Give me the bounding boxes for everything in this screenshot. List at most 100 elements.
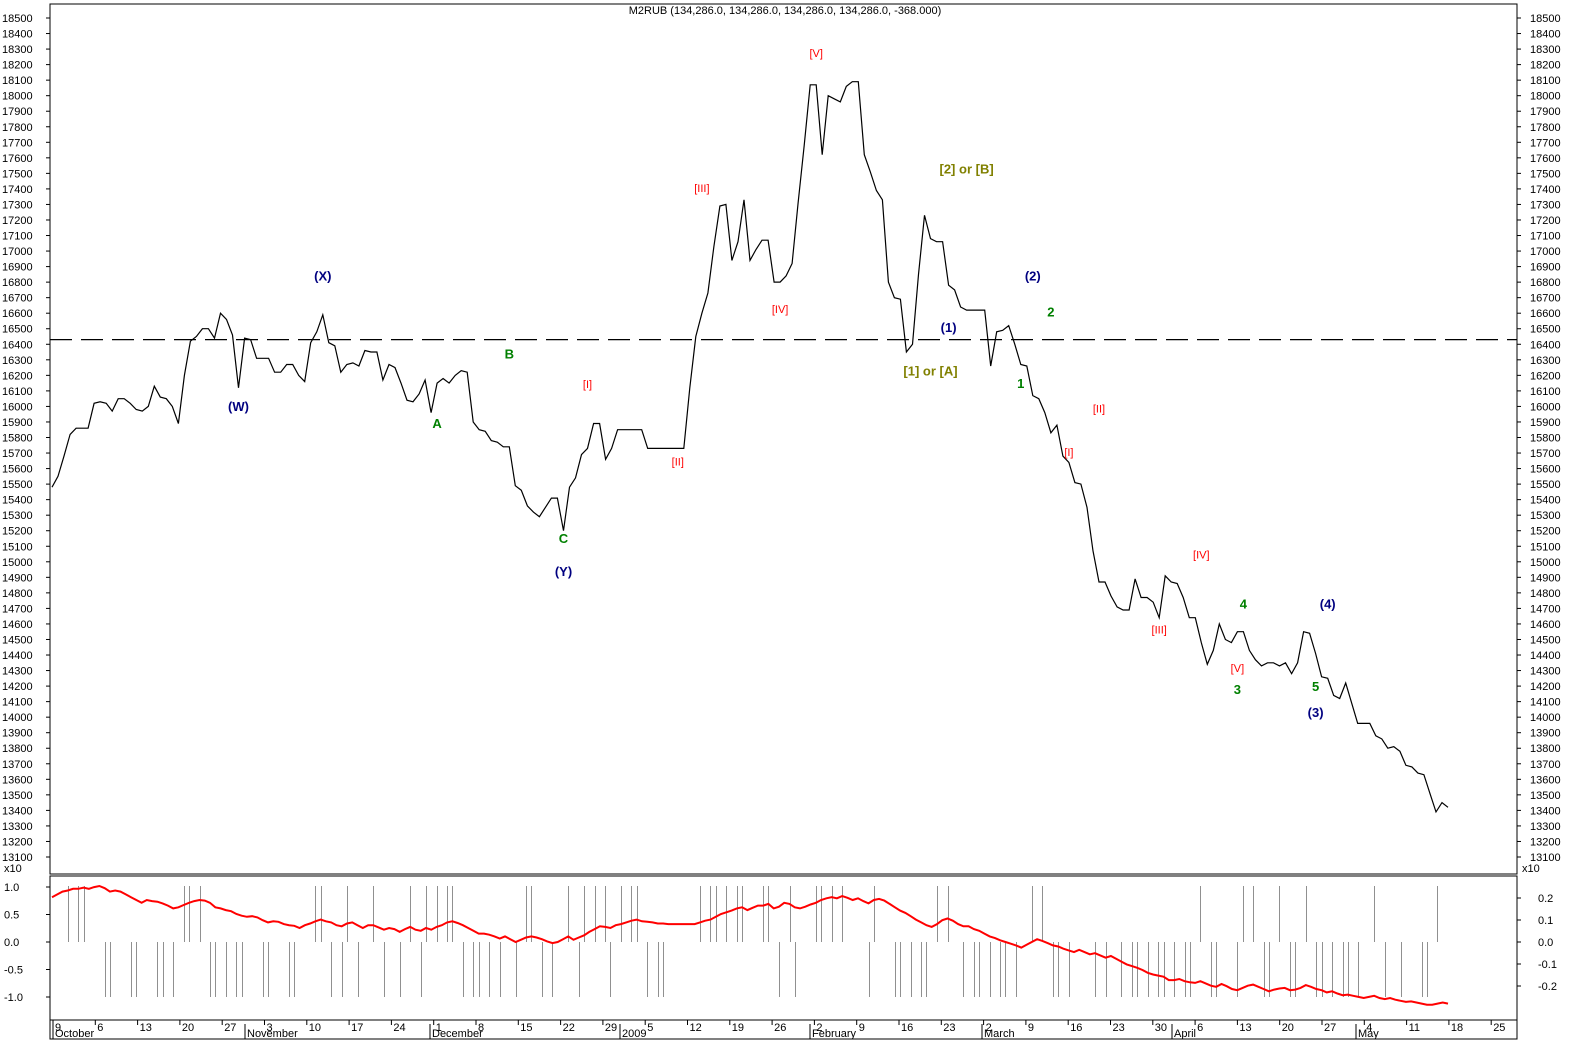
price-tick-label-left: 18000: [2, 91, 33, 103]
price-tick-label-left: 16400: [2, 339, 33, 351]
wave-label: 3: [1234, 682, 1241, 697]
price-tick-label-right: 14600: [1530, 619, 1561, 631]
time-minor-label: 25: [1493, 1022, 1505, 1034]
price-tick-label-left: 17500: [2, 168, 33, 180]
price-axes: 13100 13100 13200 13200 13300 13300 13400 13400…: [2, 13, 1561, 864]
price-tick-label-right: 16400: [1530, 339, 1561, 351]
wave-label: [1] or [A]: [903, 363, 957, 378]
price-tick-label-left: 13700: [2, 759, 33, 771]
price-tick-label-right: 16600: [1530, 308, 1561, 320]
price-tick-label-right: 15800: [1530, 433, 1561, 445]
time-minor-label: 1: [436, 1022, 442, 1034]
price-tick-label-left: 15100: [2, 541, 33, 553]
price-tick-label-right: 17100: [1530, 231, 1561, 243]
price-tick-label-left: 14600: [2, 619, 33, 631]
time-major-label: May: [1358, 1028, 1379, 1040]
time-minor-label: 26: [774, 1022, 786, 1034]
price-tick-label-right: 15500: [1530, 479, 1561, 491]
wave-label: 1: [1017, 376, 1024, 391]
time-minor-label: 15: [520, 1022, 532, 1034]
series-lines: [50, 81, 1517, 1006]
price-tick-label-left: 13600: [2, 774, 33, 786]
time-minor-label: 19: [732, 1022, 744, 1034]
price-tick-label-left: 18400: [2, 29, 33, 41]
price-tick-label-right: 15000: [1530, 557, 1561, 569]
indicator-panel-frame: [49, 875, 1518, 1021]
wave-label: A: [432, 416, 442, 431]
price-tick-label-left: 18100: [2, 75, 33, 87]
price-tick-label-right: 17600: [1530, 153, 1561, 165]
time-minor-label: 12: [690, 1022, 702, 1034]
price-tick-label-right: 16500: [1530, 324, 1561, 336]
price-tick-label-right: 18200: [1530, 60, 1561, 72]
price-tick-label-right: 16000: [1530, 401, 1561, 413]
wave-label: [II]: [672, 457, 684, 469]
price-tick-label-right: 16100: [1530, 386, 1561, 398]
time-minor-label: 20: [1282, 1022, 1294, 1034]
price-tick-label-right: 17300: [1530, 199, 1561, 211]
price-tick-label-left: 17200: [2, 215, 33, 227]
time-major-label: 2009: [622, 1028, 646, 1040]
wave-label: [III]: [1152, 624, 1167, 636]
price-tick-label-left: 18300: [2, 44, 33, 56]
price-tick-label-left: 15800: [2, 433, 33, 445]
time-axis: 9 6 13 20 27 3 10 17 24 1 8 15 22 29 5 12 19 26 2 9 16 23 2 9 16…: [52, 1020, 1505, 1040]
wave-label: [I]: [1064, 447, 1073, 459]
time-minor-label: 16: [1070, 1022, 1082, 1034]
price-tick-label-left: 16500: [2, 324, 33, 336]
price-tick-label-right: 18300: [1530, 44, 1561, 56]
price-tick-label-left: 16300: [2, 355, 33, 367]
price-tick-label-right: 14100: [1530, 697, 1561, 709]
price-tick-label-left: 13900: [2, 728, 33, 740]
price-tick-label-left: 14300: [2, 666, 33, 678]
price-tick-label-right: 17000: [1530, 246, 1561, 258]
price-tick-label-right: 17800: [1530, 122, 1561, 134]
wave-label: 4: [1240, 596, 1248, 611]
price-tick-label-right: 13300: [1530, 821, 1561, 833]
price-tick-label-left: 14800: [2, 588, 33, 600]
time-minor-label: 5: [647, 1022, 653, 1034]
time-minor-label: 4: [1366, 1022, 1372, 1034]
wave-label: (4): [1320, 596, 1336, 611]
time-minor-label: 3: [267, 1022, 273, 1034]
time-minor-label: 9: [1028, 1022, 1034, 1034]
price-tick-label-right: 14700: [1530, 603, 1561, 615]
price-tick-label-right: 15600: [1530, 464, 1561, 476]
indicator-line: [51, 884, 1449, 1006]
indicator-axes: 1.0 0.5 0.0 -0.5 -1.0 0.2 0.1 0.0 -0.1 -0.2: [4, 882, 1557, 1004]
time-minor-label: 2: [986, 1022, 992, 1034]
time-major-label: November: [247, 1028, 298, 1040]
price-tick-label-left: 15300: [2, 510, 33, 522]
wave-label: (1): [941, 320, 957, 335]
price-tick-label-right: 16200: [1530, 370, 1561, 382]
wave-label: (3): [1308, 705, 1324, 720]
wave-label: 5: [1312, 679, 1319, 694]
price-tick-label-right: 15700: [1530, 448, 1561, 460]
indicator-tick-label-left: 1.0: [4, 882, 19, 894]
price-tick-label-left: 13100: [2, 852, 33, 864]
price-tick-label-left: 17300: [2, 199, 33, 211]
price-tick-label-right: 18400: [1530, 29, 1561, 41]
wave-label: (2): [1025, 269, 1041, 284]
time-minor-label: 20: [182, 1022, 194, 1034]
price-tick-label-right: 16300: [1530, 355, 1561, 367]
price-tick-label-right: 16700: [1530, 293, 1561, 305]
price-tick-label-right: 13500: [1530, 790, 1561, 802]
price-tick-label-left: 15500: [2, 479, 33, 491]
price-tick-label-left: 15900: [2, 417, 33, 429]
price-tick-label-right: 16900: [1530, 262, 1561, 274]
price-line: [51, 81, 1449, 814]
wave-label: [IV]: [1193, 550, 1210, 562]
price-tick-label-left: 17100: [2, 231, 33, 243]
price-tick-label-left: 15200: [2, 526, 33, 538]
price-tick-label-right: 14300: [1530, 666, 1561, 678]
price-tick-label-left: 16700: [2, 293, 33, 305]
wave-label: 2: [1047, 304, 1054, 319]
price-tick-label-left: 17700: [2, 137, 33, 149]
time-minor-label: 29: [605, 1022, 617, 1034]
price-tick-label-right: 14500: [1530, 634, 1561, 646]
wave-label: (X): [314, 269, 331, 284]
wave-label: [II]: [1093, 404, 1105, 416]
